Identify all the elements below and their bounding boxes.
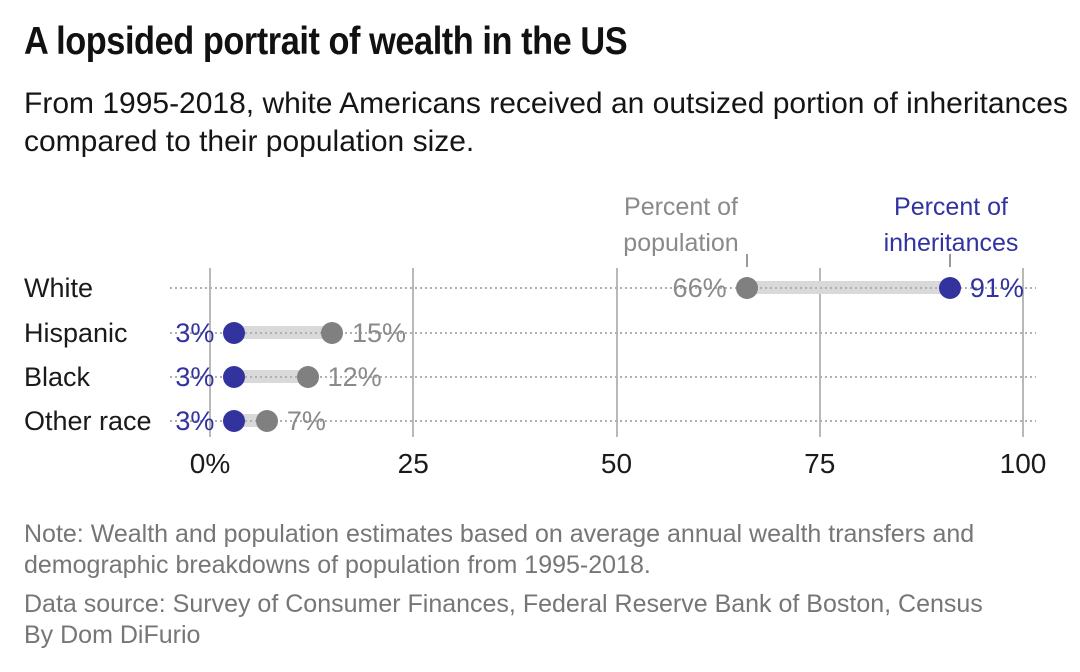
value-label-population: 66% [672,273,727,303]
inheritances-leader-line [948,254,951,267]
population-dot [296,366,319,388]
population-leader-line [745,254,748,267]
row-dotted-gridline [170,331,1036,334]
x-axis-tick-label: 75 [804,448,836,479]
x-axis-tick-label: 25 [397,448,429,479]
inheritances-dot [223,321,246,344]
x-axis-tick-label: 0% [189,448,231,479]
value-label-population: 12% [327,362,382,392]
x-gridline [412,268,415,437]
legend-population-line2: population [623,229,739,257]
category-label: Hispanic [24,317,128,348]
category-label: Other race [24,406,152,436]
x-axis-tick-label: 100 [999,448,1047,479]
population-dot [320,321,343,344]
legend-inheritances-line2: inheritances [883,229,1019,257]
row-dotted-gridline [170,376,1036,378]
legend-inheritances-line1: Percent of [894,193,1008,221]
x-gridline [209,268,211,437]
inheritances-dot [223,410,246,432]
x-gridline [615,268,618,437]
chart-subtitle: From 1995-2018, white Americans received… [24,87,1068,158]
value-label-population: 7% [286,406,326,436]
population-dot [255,410,278,432]
legend-label-population: Percent of population [623,189,738,261]
row-dotted-gridline [170,287,1036,289]
row-dotted-gridline [170,420,1036,422]
footer-source: Data source: Survey of Consumer Finances… [24,590,983,618]
footer-note: Note: Wealth and population estimates ba… [24,520,975,579]
value-label-population: 15% [351,317,406,348]
legend-label-inheritances: Percent of inheritances [884,189,1019,261]
value-label-inheritances: 3% [175,406,215,436]
value-label-inheritances: 3% [175,317,215,348]
category-label: White [24,273,94,303]
footer-byline: By Dom DiFurio [24,621,201,649]
chart-title: A lopsided portrait of wealth in the US [24,20,628,63]
x-gridline [818,268,821,437]
inheritances-dot [938,277,961,299]
value-label-inheritances: 91% [969,273,1024,303]
inheritances-dot [223,366,246,388]
population-dot [735,277,758,299]
legend-population-line1: Percent of [624,193,738,221]
x-gridline [1022,268,1024,437]
value-label-inheritances: 3% [175,362,215,392]
x-axis-tick-label: 50 [600,448,633,479]
category-label: Black [24,362,91,392]
